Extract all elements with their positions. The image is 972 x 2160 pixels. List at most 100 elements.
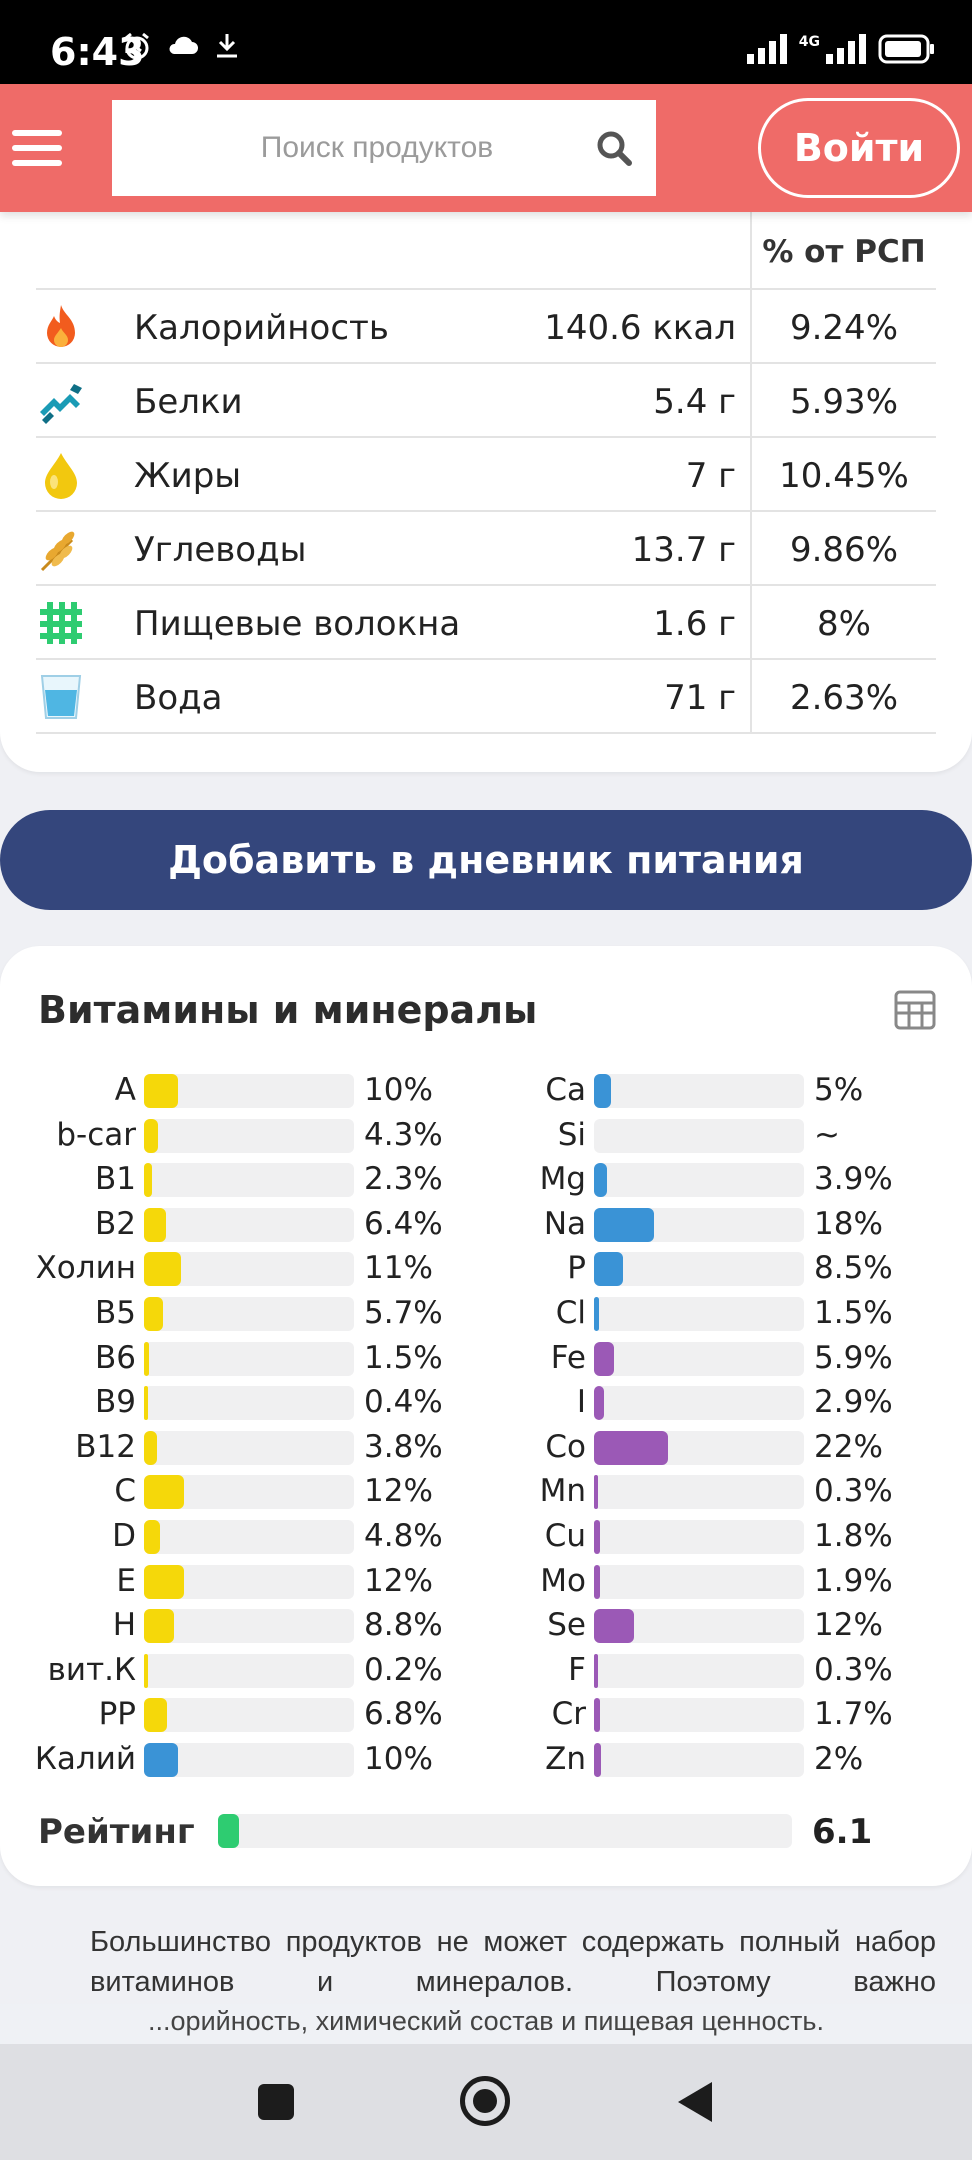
rating-label: Рейтинг [38, 1812, 195, 1852]
seo-caption: ...орийность, химический состав и пищева… [0, 2004, 972, 2046]
nutrient-bar-track [144, 1698, 354, 1733]
nutrient-bar-label: Si [557, 1116, 586, 1153]
nutrient-bar-value: 1.8% [814, 1517, 893, 1554]
nutrient-bar-value: 10% [364, 1740, 433, 1777]
vitamins-card: Витамины и минералы A 10% b-car 4.3% B1 2.3% B… [0, 946, 972, 1886]
nutrition-table-header: % от РСП [36, 212, 936, 290]
nutrient-bar-row: Ca 5% [480, 1068, 950, 1113]
nutrient-bar-track [594, 1252, 804, 1287]
nutrient-bar-label: Cl [555, 1294, 586, 1331]
recent-apps-icon[interactable] [258, 2084, 294, 2120]
nutrient-bar-fill [144, 1430, 157, 1465]
login-button[interactable]: Войти [758, 98, 960, 198]
search-icon[interactable] [594, 128, 634, 168]
nutrient-bar-row: Na 18% [480, 1202, 950, 1247]
table-divider [750, 364, 752, 436]
nutrient-bar-row: P 8.5% [480, 1246, 950, 1291]
nutrient-bar-row: Fe 5.9% [480, 1336, 950, 1381]
nutrient-bar-value: 2.3% [364, 1161, 443, 1198]
nutrient-bar-label: вит.К [47, 1651, 136, 1688]
nutrient-bar-label: P [567, 1250, 586, 1287]
nutrient-bar-track [594, 1163, 804, 1198]
nutrient-bar-fill [144, 1519, 160, 1554]
nutrient-bar-track [594, 1742, 804, 1777]
nutrient-bar-track [594, 1698, 804, 1733]
nutrient-bar-fill [594, 1207, 654, 1242]
nutrient-bar-label: B9 [95, 1384, 136, 1421]
nutrient-bar-row: PP 6.8% [0, 1692, 470, 1737]
nutrient-bar-value: 6.8% [364, 1696, 443, 1733]
nutrition-row-protein: Белки 5.4 г 5.93% [36, 364, 936, 438]
rating-bar-track [218, 1814, 792, 1848]
nutrient-bar-track [144, 1074, 354, 1108]
nutrient-bar-track [144, 1207, 354, 1242]
table-view-icon[interactable] [894, 990, 936, 1030]
nutrient-bar-label: B2 [95, 1205, 136, 1242]
fire-icon [47, 305, 75, 347]
nutrition-card: % от РСП Калорийность 140.6 ккал 9.24% Б… [0, 200, 972, 772]
nutrient-bar-fill [144, 1564, 184, 1599]
table-divider [750, 660, 752, 732]
nutrient-bar-track [594, 1564, 804, 1599]
fiber-icon [40, 602, 82, 644]
nutrient-bar-value: 5.7% [364, 1294, 443, 1331]
search-input[interactable] [112, 100, 582, 196]
add-to-diary-button[interactable]: Добавить в дневник питания [0, 810, 972, 910]
nutrient-bar-track [144, 1742, 354, 1777]
nutrient-bar-value: 3.8% [364, 1428, 443, 1465]
table-divider [750, 290, 752, 362]
nutrient-bar-track [594, 1475, 804, 1510]
nutrient-bar-label: b-car [56, 1116, 136, 1153]
nutrient-bar-track [144, 1341, 354, 1376]
app-header: Войти [0, 84, 972, 212]
nutrient-amount: 7 г [685, 456, 736, 496]
nutrient-bar-track [144, 1609, 354, 1644]
nutrient-bar-fill [594, 1519, 600, 1554]
nutrient-bar-label: F [568, 1651, 586, 1688]
nutrient-bar-fill [594, 1252, 623, 1287]
nutrient-bar-track [594, 1653, 804, 1688]
nutrient-bar-row: Mo 1.9% [480, 1559, 950, 1604]
nutrient-bar-label: Cr [551, 1696, 586, 1733]
vitamins-title: Витамины и минералы [38, 988, 538, 1032]
nutrient-bar-track [144, 1118, 354, 1153]
nutrient-bar-value: 22% [814, 1428, 883, 1465]
nutrient-bar-label: I [576, 1384, 586, 1421]
alarm-icon [125, 32, 149, 60]
nutrient-bar-value: 11% [364, 1250, 433, 1287]
nutrient-bar-row: Se 12% [480, 1603, 950, 1648]
home-icon[interactable] [460, 2076, 510, 2126]
nutrient-bar-fill [594, 1163, 607, 1198]
nutrient-bar-track [144, 1430, 354, 1465]
nutrient-bar-row: E 12% [0, 1559, 470, 1604]
nutrient-bar-label: PP [98, 1696, 136, 1733]
nutrient-bar-track [594, 1074, 804, 1108]
signal-icon-2 [826, 34, 866, 64]
nutrient-bar-row: B6 1.5% [0, 1336, 470, 1381]
status-system-icons: 4G [746, 34, 936, 64]
nutrient-bar-label: D [112, 1517, 136, 1554]
cloud-icon [169, 36, 198, 54]
nutrient-bar-row: Калий 10% [0, 1737, 470, 1782]
nutrient-bar-value: 4.3% [364, 1116, 443, 1153]
nutrient-bar-fill [594, 1609, 634, 1644]
nutrient-bar-value: 12% [814, 1607, 883, 1644]
nutrition-row-carbs: Углеводы 13.7 г 9.86% [36, 512, 936, 586]
rating-bar-fill [218, 1814, 239, 1848]
nutrient-bar-row: Co 22% [480, 1425, 950, 1470]
menu-button[interactable] [12, 130, 64, 166]
nutrient-bar-value: 8.5% [814, 1250, 893, 1287]
nutrient-bar-value: 0.3% [814, 1473, 893, 1510]
hamburger-icon-line [12, 145, 62, 151]
nutrient-bar-label: Ca [545, 1072, 586, 1108]
hamburger-icon-line [12, 160, 62, 166]
back-icon[interactable] [678, 2082, 712, 2122]
nutrient-bar-value: 6.4% [364, 1205, 443, 1242]
nutrient-bar-track [144, 1519, 354, 1554]
nutrient-bar-fill [594, 1698, 600, 1733]
nutrient-bar-label: Калий [34, 1740, 136, 1777]
signal-icon [746, 34, 787, 64]
nutrient-bar-label: B1 [95, 1161, 136, 1198]
nutrient-bar-value: 0.4% [364, 1384, 443, 1421]
nutrient-pct: 2.63% [789, 678, 898, 718]
